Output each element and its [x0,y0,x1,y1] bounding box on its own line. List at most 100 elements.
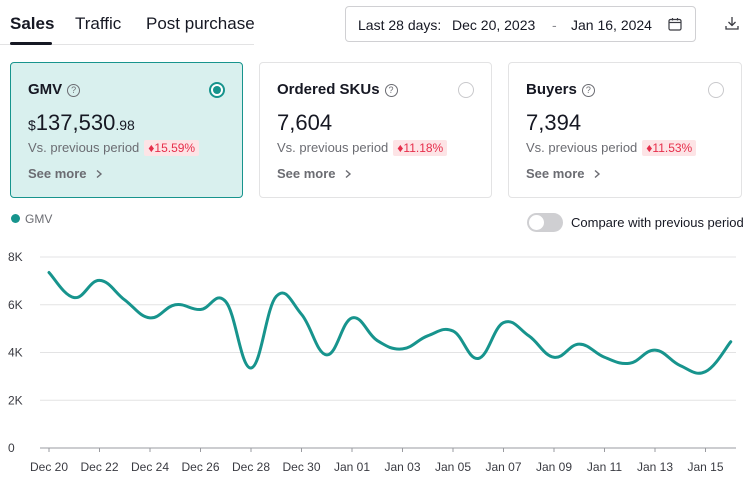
chart-grid [40,256,736,449]
y-tick-label: 0 [8,441,15,455]
see-more-link[interactable]: See more [526,165,602,183]
metric-value-main: 7,394 [526,110,582,135]
data-point-jan-08[interactable] [523,330,535,342]
legend-swatch [11,214,20,223]
data-point-jan-06[interactable] [472,352,484,364]
x-tick-label: Jan 01 [334,460,370,474]
metric-comparison: Vs. previous period ♦11.53% [526,139,697,157]
metric-title-text: GMV [28,81,63,98]
arrow-down-icon: ♦ [148,141,155,155]
metric-currency: $ [28,117,36,133]
comparison-label: Vs. previous period [277,140,389,155]
x-tick-label: Jan 07 [485,460,521,474]
active-tab-indicator [10,42,52,45]
data-point-jan-10[interactable] [573,338,585,350]
metric-value-decimal: .98 [115,117,135,133]
chevron-right-icon [345,169,352,179]
help-icon[interactable]: ? [384,84,398,97]
data-point-dec-29[interactable] [270,290,282,302]
data-point-jan-03[interactable] [397,343,409,355]
arrow-down-icon: ♦ [646,141,653,155]
metric-radio[interactable] [458,82,474,98]
series-points-gmv [43,267,737,378]
data-point-jan-15[interactable] [700,366,712,378]
chart-legend: GMV [11,211,52,227]
data-point-dec-20[interactable] [43,267,55,279]
x-tick-label: Dec 28 [232,460,270,474]
metric-comparison: Vs. previous period ♦11.18% [277,139,448,157]
change-value: 11.18% [403,141,444,155]
metric-value: 7,394 [526,109,581,137]
metric-value-main: 137,530 [35,110,116,135]
metric-value: 7,604 [277,109,332,137]
download-icon[interactable] [724,15,740,31]
date-range-prefix: Last 28 days: [358,17,442,33]
x-tick-label: Dec 24 [131,460,169,474]
x-tick-label: Dec 20 [30,460,68,474]
x-tick-label: Jan 11 [587,460,622,474]
tab-post-purchase[interactable]: Post purchase [146,14,255,33]
metric-title: GMV? [28,80,81,100]
data-point-dec-24[interactable] [144,312,156,324]
metric-card-buyers[interactable]: Buyers? 7,394 Vs. previous period ♦11.53%… [508,62,742,198]
help-icon[interactable]: ? [67,84,81,97]
date-range-start: Dec 20, 2023 [452,17,536,33]
tab-traffic[interactable]: Traffic [75,14,122,33]
data-point-dec-25[interactable] [169,299,181,311]
data-point-dec-21[interactable] [68,292,80,304]
see-more-link[interactable]: See more [277,165,353,183]
data-point-dec-23[interactable] [119,294,131,306]
x-tick-label: Dec 30 [282,460,320,474]
x-axis-labels: Dec 20 Dec 22 Dec 24 Dec 26 Dec 28 Dec 30 Jan … [30,448,724,474]
metric-title-text: Buyers [526,81,577,98]
comparison-label: Vs. previous period [28,140,140,155]
data-point-dec-28[interactable] [245,362,257,374]
metric-card-gmv[interactable]: GMV? $137,530.98 Vs. previous period ♦15.… [10,62,243,198]
metric-radio[interactable] [209,82,225,98]
data-point-dec-22[interactable] [94,274,106,286]
data-point-dec-30[interactable] [296,308,308,320]
change-value: 11.53% [652,141,693,155]
data-point-dec-27[interactable] [220,296,232,308]
data-point-jan-07[interactable] [498,317,510,329]
see-more-label: See more [28,166,87,181]
data-point-dec-31[interactable] [321,349,333,361]
data-point-jan-02[interactable] [371,335,383,347]
compare-toggle[interactable] [527,213,563,232]
y-tick-label: 6K [8,298,23,312]
data-point-jan-13[interactable] [649,344,661,356]
y-tick-label: 2K [8,393,23,407]
y-tick-label: 8K [8,250,23,264]
data-point-jan-05[interactable] [447,325,459,337]
metric-title: Buyers? [526,80,595,100]
metric-comparison: Vs. previous period ♦15.59% [28,139,200,157]
data-point-jan-16[interactable] [725,336,737,348]
data-point-jan-09[interactable] [548,351,560,363]
y-tick-label: 4K [8,346,23,360]
tab-sales[interactable]: Sales [10,14,55,33]
x-tick-label: Jan 13 [637,460,673,474]
arrow-down-icon: ♦ [397,141,404,155]
change-badge: ♦11.18% [393,140,448,156]
data-point-jan-14[interactable] [674,360,686,372]
compare-toggle-label: Compare with previous period [571,215,744,230]
data-point-dec-26[interactable] [195,304,207,316]
date-range-picker[interactable]: Last 28 days: Dec 20, 2023 - Jan 16, 202… [345,6,696,42]
chevron-right-icon [96,169,103,179]
data-point-jan-01[interactable] [346,312,358,324]
x-tick-label: Jan 15 [687,460,723,474]
metric-tabs: Sales Traffic Post purchase [0,0,255,45]
data-point-jan-12[interactable] [624,357,636,369]
metric-radio[interactable] [708,82,724,98]
see-more-label: See more [526,166,585,181]
metric-card-ordered-skus[interactable]: Ordered SKUs? 7,604 Vs. previous period ♦… [259,62,492,198]
data-point-jan-11[interactable] [599,351,611,363]
x-tick-label: Jan 09 [536,460,572,474]
help-icon[interactable]: ? [581,84,595,97]
comparison-label: Vs. previous period [526,140,638,155]
see-more-link[interactable]: See more [28,165,104,183]
x-tick-label: Dec 26 [181,460,219,474]
series-line-gmv [47,271,733,375]
x-tick-label: Jan 05 [435,460,471,474]
data-point-jan-04[interactable] [422,330,434,342]
